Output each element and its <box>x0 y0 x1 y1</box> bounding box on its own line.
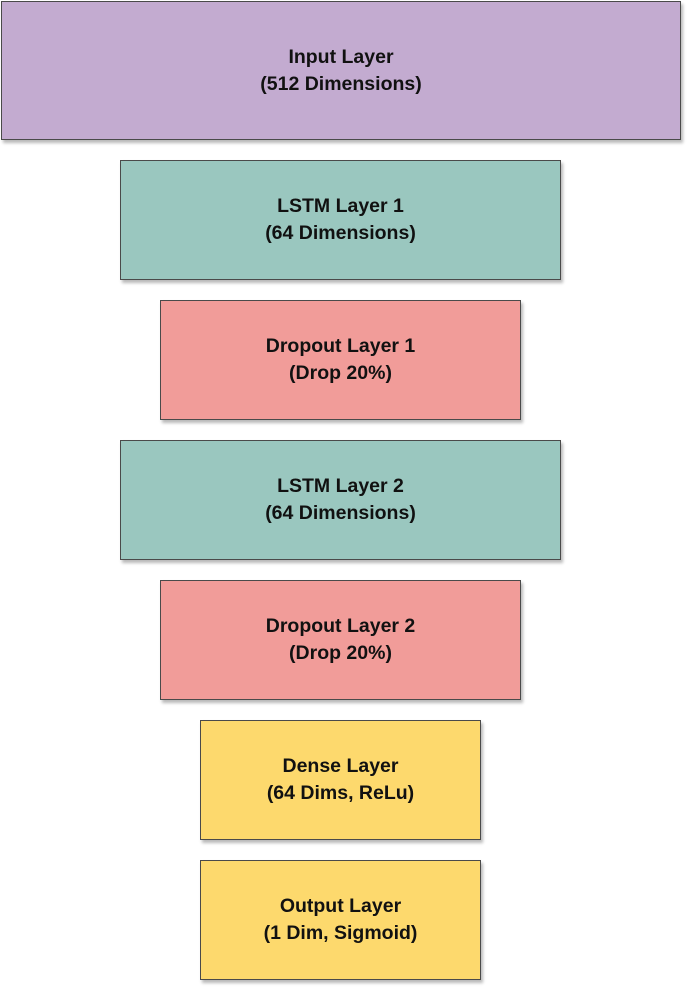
dropout-layer-2-box: Dropout Layer 2 (Drop 20%) <box>160 580 521 700</box>
lstm-layer-2-detail: (64 Dimensions) <box>265 502 416 524</box>
lstm-layer-1-box: LSTM Layer 1 (64 Dimensions) <box>120 160 561 280</box>
output-layer-box: Output Layer (1 Dim, Sigmoid) <box>200 860 481 980</box>
dropout-layer-2-title: Dropout Layer 2 <box>265 615 416 637</box>
dropout-layer-1-detail: (Drop 20%) <box>289 362 392 384</box>
input-layer-box: Input Layer (512 Dimensions) <box>1 1 681 140</box>
dropout-layer-1-title: Dropout Layer 1 <box>265 335 416 357</box>
output-layer-detail: (1 Dim, Sigmoid) <box>263 922 418 944</box>
dropout-layer-2-detail: (Drop 20%) <box>289 642 392 664</box>
dense-layer-box: Dense Layer (64 Dims, ReLu) <box>200 720 481 840</box>
lstm-layer-1-detail: (64 Dimensions) <box>265 222 416 244</box>
dropout-layer-1-box: Dropout Layer 1 (Drop 20%) <box>160 300 521 420</box>
dense-layer-title: Dense Layer <box>282 755 399 777</box>
output-layer-title: Output Layer <box>279 895 402 917</box>
input-layer-detail: (512 Dimensions) <box>260 72 422 95</box>
lstm-layer-1-title: LSTM Layer 1 <box>277 195 404 217</box>
input-layer-title: Input Layer <box>288 45 394 68</box>
dense-layer-detail: (64 Dims, ReLu) <box>266 782 415 804</box>
lstm-layer-2-title: LSTM Layer 2 <box>277 475 404 497</box>
lstm-layer-2-box: LSTM Layer 2 (64 Dimensions) <box>120 440 561 560</box>
